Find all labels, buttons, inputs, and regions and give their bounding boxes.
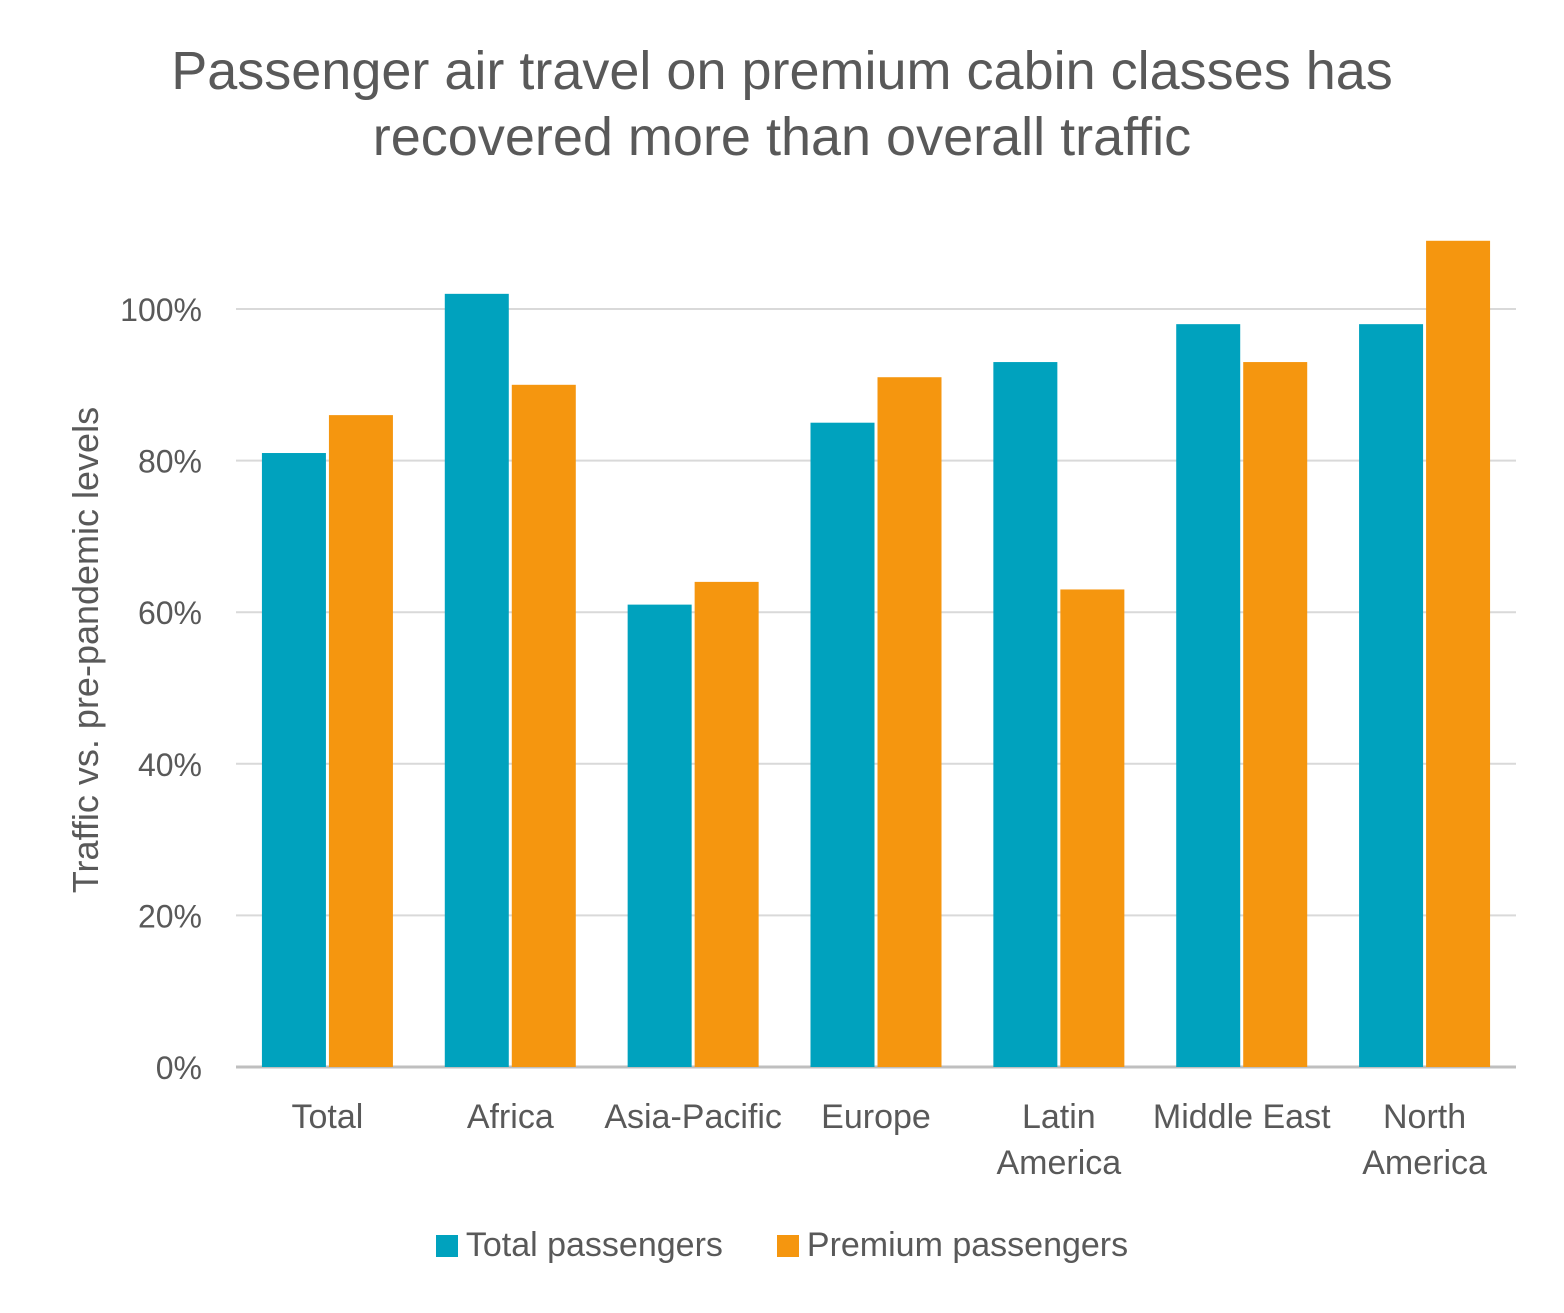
legend-label-premium: Premium passengers — [806, 1226, 1129, 1264]
bar-total — [627, 604, 692, 1067]
bar-total — [1359, 324, 1424, 1067]
y-tick-label: 60% — [138, 595, 202, 631]
x-axis-labels: Total Africa Asia-Pacific Europe Latin Americ… — [292, 1098, 1487, 1182]
bar-premium — [877, 377, 942, 1068]
bar-premium — [511, 384, 576, 1067]
legend-swatch-premium — [776, 1234, 799, 1257]
x-tick-label: Asia-Pacific — [604, 1098, 782, 1136]
bar-premium — [1426, 240, 1491, 1067]
bar-total — [810, 422, 875, 1067]
x-tick-label: Middle East — [1153, 1098, 1331, 1136]
chart-title-line-2: recovered more than overall traffic — [372, 107, 1192, 167]
x-tick-label: Total — [292, 1098, 364, 1136]
y-axis-ticks: 0% 20% 40% 60% 80% 100% — [120, 292, 202, 1086]
y-tick-label: 40% — [138, 747, 202, 783]
legend-label-total: Total passengers — [465, 1226, 723, 1264]
chart-title-line-1: Passenger air travel on premium cabin cl… — [171, 41, 1393, 101]
y-tick-label: 100% — [120, 292, 202, 328]
chart-title: Passenger air travel on premium cabin cl… — [0, 38, 1564, 170]
gridlines — [236, 308, 1516, 1069]
x-tick-label: North America — [1362, 1098, 1487, 1182]
bar-premium — [328, 415, 393, 1067]
bar-total — [444, 293, 509, 1068]
y-tick-label: 0% — [156, 1050, 202, 1086]
x-tick-label: Europe — [821, 1098, 931, 1136]
bar-premium — [694, 581, 759, 1067]
bar-total — [1176, 324, 1241, 1067]
legend: Total passengers Premium passengers — [0, 1226, 1564, 1265]
bars — [261, 240, 1491, 1068]
bar-premium — [1060, 589, 1125, 1067]
legend-item-premium: Premium passengers — [776, 1226, 1129, 1265]
x-tick-label: Latin America — [997, 1098, 1122, 1182]
y-axis-label: Traffic vs. pre-pandemic levels — [65, 407, 106, 893]
legend-swatch-total — [435, 1234, 458, 1257]
bar-premium — [1243, 362, 1308, 1067]
x-tick-label: Africa — [467, 1098, 554, 1136]
y-tick-label: 20% — [138, 898, 202, 934]
bar-total — [261, 453, 326, 1067]
bar-total — [993, 362, 1058, 1067]
legend-item-total: Total passengers — [435, 1226, 723, 1265]
y-tick-label: 80% — [138, 444, 202, 480]
